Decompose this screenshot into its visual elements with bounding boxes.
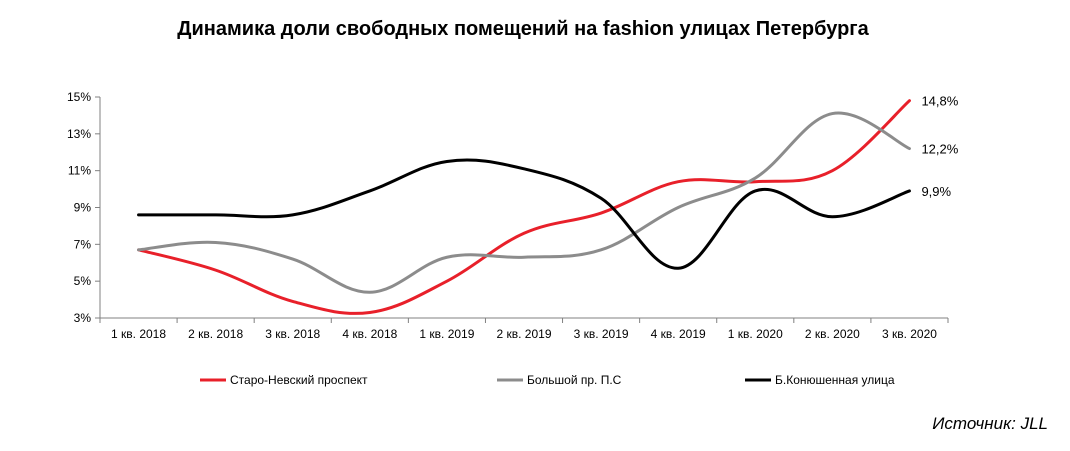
y-tick-label: 5% bbox=[74, 274, 92, 288]
legend-entry: Старо-Невский проспект bbox=[230, 373, 368, 387]
x-tick-label: 4 кв. 2018 bbox=[342, 327, 397, 341]
x-tick-label: 1 кв. 2019 bbox=[419, 327, 474, 341]
x-tick-label: 1 кв. 2020 bbox=[728, 327, 783, 341]
series-layer bbox=[137, 99, 911, 315]
y-tick-label: 3% bbox=[74, 311, 92, 325]
x-tick-label: 2 кв. 2020 bbox=[805, 327, 860, 341]
end-labels: 14,8% 12,2% 9,9% bbox=[921, 94, 958, 199]
series-b-konyushennaya-line bbox=[137, 158, 911, 270]
x-tick-label: 2 кв. 2019 bbox=[497, 327, 552, 341]
legend: Старо-Невский проспект Большой пр. П.С Б.К… bbox=[200, 373, 895, 387]
series-staro-nevsky-line bbox=[137, 99, 911, 315]
legend-entry: Большой пр. П.С bbox=[527, 373, 622, 387]
series-bolshoy-ps-end-label: 12,2% bbox=[921, 142, 958, 157]
axes: 3% 5% 7% 9% 11% 13% 15% 1 кв. 2018 2 кв. 2018 3 к… bbox=[67, 90, 949, 341]
legend-entry: Б.Конюшенная улица bbox=[775, 373, 895, 387]
x-tick-label: 3 кв. 2019 bbox=[574, 327, 629, 341]
y-tick-label: 9% bbox=[74, 201, 92, 215]
y-tick-label: 11% bbox=[68, 164, 91, 178]
y-tick-label: 15% bbox=[67, 90, 91, 104]
chart-title: Динамика доли свободных помещений на fas… bbox=[177, 18, 869, 40]
x-tick-label: 1 кв. 2018 bbox=[111, 327, 166, 341]
series-b-konyushennaya-end-label: 9,9% bbox=[921, 184, 951, 199]
x-tick-label: 4 кв. 2019 bbox=[651, 327, 706, 341]
source-note: Источник: JLL bbox=[932, 414, 1048, 433]
y-tick-label: 13% bbox=[67, 127, 91, 141]
x-tick-label: 3 кв. 2018 bbox=[265, 327, 320, 341]
x-tick-label: 2 кв. 2018 bbox=[188, 327, 243, 341]
x-tick-label: 3 кв. 2020 bbox=[882, 327, 937, 341]
series-staro-nevsky-end-label: 14,8% bbox=[921, 94, 958, 109]
y-tick-label: 7% bbox=[74, 237, 92, 251]
series-bolshoy-ps-line bbox=[137, 111, 911, 294]
